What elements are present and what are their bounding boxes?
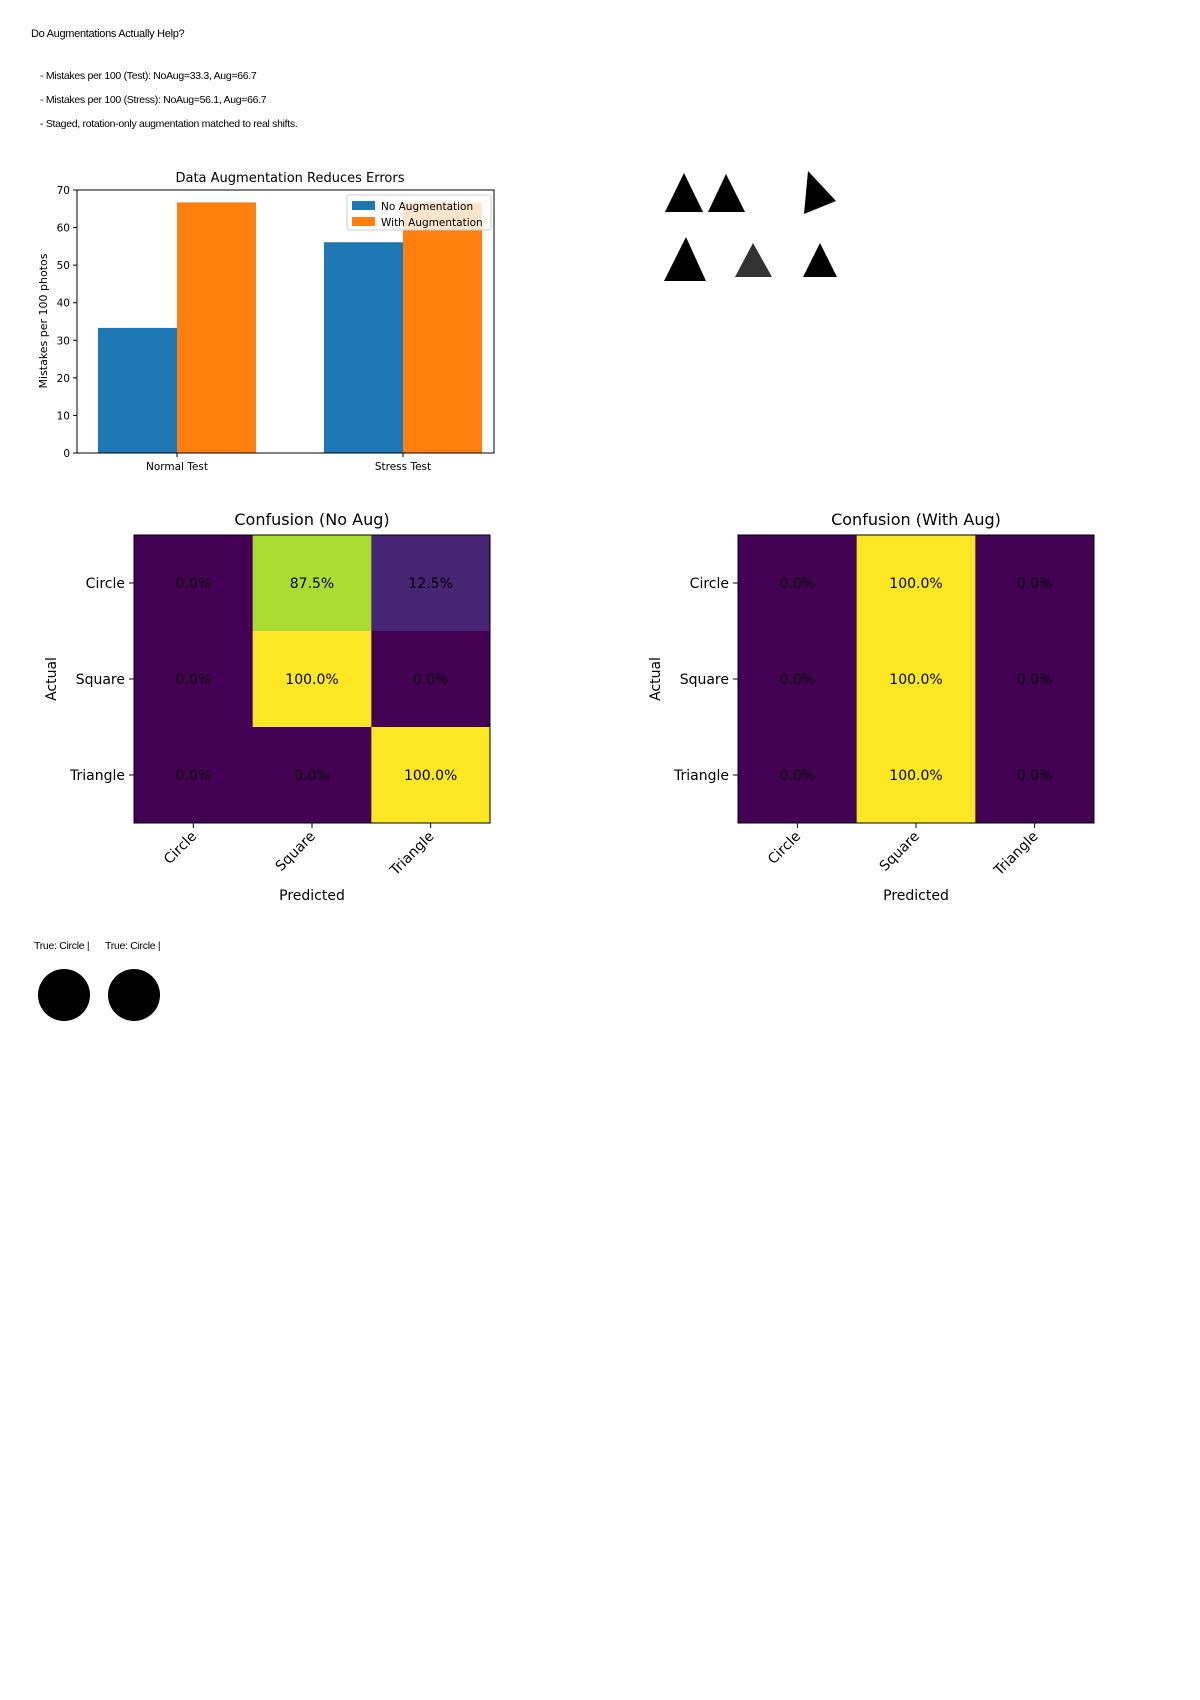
cm-with-aug-cell-triangle-triangle [975, 727, 1095, 824]
legend-label-with-aug: With Augmentation [381, 217, 483, 229]
cm-with-aug-cell-square-square [856, 631, 976, 728]
cm-with-aug-cell-circle-triangle [975, 535, 1095, 632]
cm-no-aug-cell-triangle-triangle [371, 727, 491, 824]
bar-ytick-label: 60 [57, 223, 70, 235]
bar-no-augmentation-stress-test [324, 242, 403, 453]
cm-with-aug-cell-label: 100.0% [889, 672, 942, 688]
cm-with-aug-cell-triangle-circle [738, 727, 858, 824]
bar-ytick-label: 0 [63, 448, 70, 460]
cm-no-aug-title: Confusion (No Aug) [234, 510, 389, 529]
triangle-sample-6 [803, 243, 837, 277]
cm-with-aug-cell-label: 0.0% [780, 768, 816, 784]
summary-bullet-note: - Staged, rotation-only augmentation mat… [40, 118, 298, 130]
bar-ytick-label: 30 [57, 335, 70, 347]
triangle-sample-1 [665, 173, 703, 212]
cm-no-aug-cell-label: 100.0% [285, 672, 338, 688]
report-title: Do Augmentations Actually Help? [31, 28, 185, 40]
bar-ytick-label: 50 [57, 260, 70, 272]
bar-no-augmentation-normal-test [98, 327, 177, 453]
cm-with-aug-cell-label: 100.0% [889, 576, 942, 592]
cm-no-aug-cell-label: 100.0% [404, 768, 457, 784]
cm-no-aug-cell-square-square [252, 631, 372, 728]
bar-xtick-label-normal-test: Normal Test [146, 461, 208, 473]
bar-with-augmentation-stress-test [403, 202, 482, 453]
triangle-sample-4 [664, 237, 706, 281]
cm-no-aug-cell-label: 87.5% [290, 576, 334, 592]
cm-no-aug-cell-label: 0.0% [176, 768, 212, 784]
confusion-matrix-no-aug: Confusion (No Aug) 0.0% 87.5% 12.5% 0.0% 100… [44, 510, 491, 904]
bar-ytick-label: 70 [57, 185, 70, 197]
cm-no-aug-ytick-label-circle: Circle [86, 576, 125, 592]
cm-no-aug-ytick-label-triangle: Triangle [69, 768, 125, 784]
circle-sample-1 [38, 969, 90, 1021]
bar-chart-frame [76, 189, 495, 454]
cm-with-aug-cell-label: 0.0% [1017, 768, 1053, 784]
cm-with-aug-cell-circle-square [856, 535, 976, 632]
cm-no-aug-cell-square-triangle [371, 631, 491, 728]
cm-no-aug-cell-circle-triangle [371, 535, 491, 632]
cm-with-aug-cell-label: 0.0% [780, 672, 816, 688]
bar-ytick-label: 10 [57, 410, 70, 422]
cm-no-aug-cell-label: 0.0% [294, 768, 330, 784]
cm-no-aug-cell-triangle-square [252, 727, 372, 824]
bar-legend-frame [346, 194, 492, 231]
bar-xtick-label-stress-test: Stress Test [375, 461, 431, 473]
cm-no-aug-ytick-label-square: Square [76, 672, 125, 688]
cm-no-aug-cell-triangle-circle [134, 727, 254, 824]
sample-label-1: True: Circle | [34, 940, 90, 952]
bar-ytick-label: 20 [57, 373, 70, 385]
confusion-matrix-with-aug: Confusion (With Aug) 0.0% 100.0% 0.0% 0.0% 1… [648, 510, 1095, 904]
summary-bullet-test: - Mistakes per 100 (Test): NoAug=33.3, A… [40, 70, 257, 82]
cm-with-aug-ytick-label-triangle: Triangle [673, 768, 729, 784]
cm-with-aug-cell-triangle-square [856, 727, 976, 824]
cm-with-aug-xlabel: Predicted [883, 888, 949, 904]
legend-swatch-no-aug [352, 201, 375, 210]
bar-chart: Data Augmentation Reduces Errors 0 10 20 30… [37, 171, 495, 473]
cm-with-aug-cell-label: 0.0% [780, 576, 816, 592]
cm-with-aug-cell-label: 0.0% [1017, 576, 1053, 592]
bar-chart-ylabel: Mistakes per 100 photos [37, 253, 50, 388]
legend-label-no-aug: No Augmentation [381, 201, 473, 213]
cm-with-aug-title: Confusion (With Aug) [831, 510, 1001, 529]
cm-no-aug-xtick-label-square: Square [273, 829, 319, 875]
triangle-sample-3 [804, 171, 836, 214]
cm-no-aug-cell-label: 0.0% [176, 576, 212, 592]
legend-swatch-with-aug [352, 217, 375, 226]
cm-with-aug-cell-square-triangle [975, 631, 1095, 728]
cm-no-aug-cell-square-circle [134, 631, 254, 728]
cm-no-aug-xlabel: Predicted [279, 888, 345, 904]
cm-with-aug-ylabel: Actual [648, 657, 664, 701]
cm-no-aug-cell-label: 0.0% [176, 672, 212, 688]
cm-with-aug-cell-square-circle [738, 631, 858, 728]
bar-ytick-label: 40 [57, 298, 70, 310]
cm-with-aug-cell-label: 100.0% [889, 768, 942, 784]
cm-with-aug-xtick-label-square: Square [877, 829, 923, 875]
triangle-sample-2 [708, 174, 745, 212]
cm-with-aug-xtick-label-circle: Circle [765, 829, 804, 868]
summary-bullet-stress: - Mistakes per 100 (Stress): NoAug=56.1,… [40, 94, 267, 106]
triangle-sample-5 [735, 243, 772, 277]
cm-with-aug-cell-circle-circle [738, 535, 858, 632]
cm-no-aug-ylabel: Actual [44, 657, 60, 701]
circle-sample-2 [108, 969, 160, 1021]
cm-no-aug-xtick-label-triangle: Triangle [387, 829, 438, 880]
cm-with-aug-cell-label: 0.0% [1017, 672, 1053, 688]
cm-no-aug-cell-circle-circle [134, 535, 254, 632]
cm-no-aug-cell-circle-square [252, 535, 372, 632]
cm-with-aug-ytick-label-square: Square [680, 672, 729, 688]
cm-no-aug-cell-label: 0.0% [413, 672, 449, 688]
bar-with-augmentation-normal-test [177, 202, 256, 453]
cm-no-aug-xtick-label-circle: Circle [161, 829, 200, 868]
cm-with-aug-xtick-label-triangle: Triangle [991, 829, 1042, 880]
bar-legend: No Augmentation With Augmentation [346, 194, 492, 231]
cm-with-aug-ytick-label-circle: Circle [690, 576, 729, 592]
cm-no-aug-cell-label: 12.5% [408, 576, 452, 592]
bar-chart-title: Data Augmentation Reduces Errors [175, 171, 404, 186]
sample-label-2: True: Circle | [105, 940, 161, 952]
sample-shapes-grid [664, 171, 837, 281]
